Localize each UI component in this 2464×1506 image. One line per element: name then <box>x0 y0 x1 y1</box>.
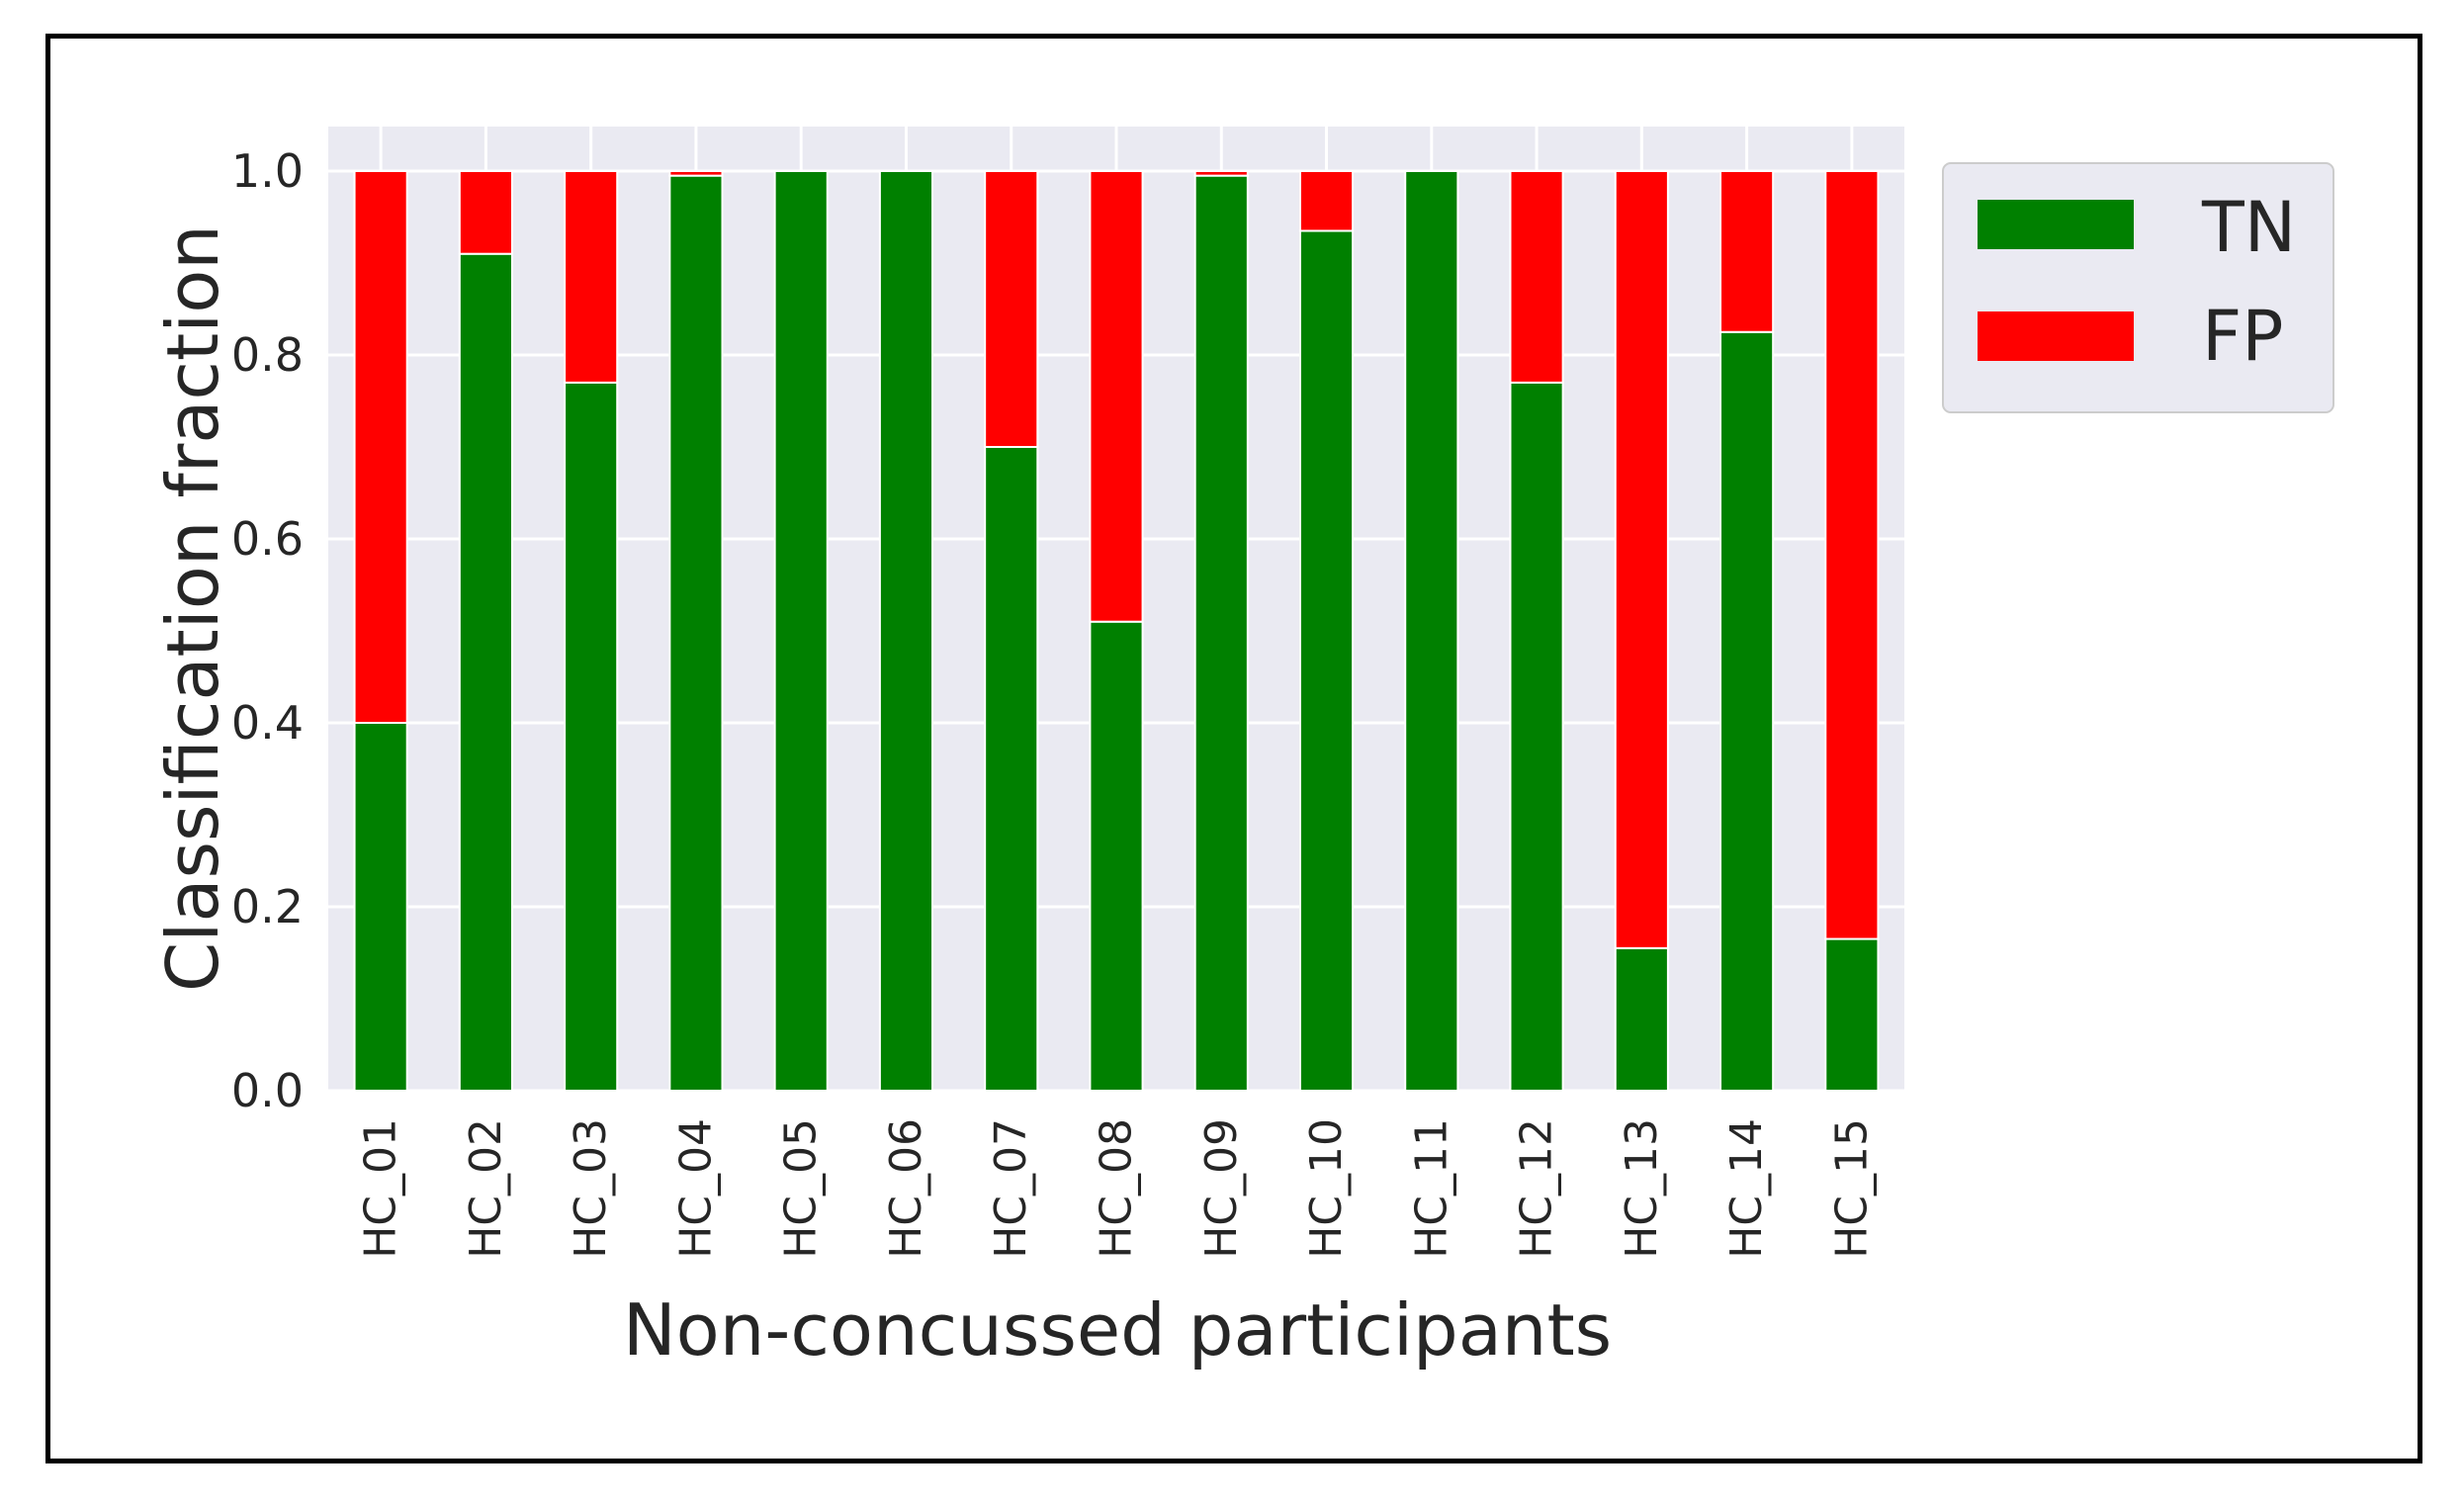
legend-swatch-fp <box>1978 311 2134 361</box>
bar-tn-hc-13 <box>1614 946 1669 1092</box>
legend-label-tn: TN <box>2201 187 2296 268</box>
y-tick-label: 0.8 <box>231 328 304 382</box>
bar-fp-hc-02 <box>458 170 513 255</box>
y-tick-label: 0.4 <box>231 696 304 750</box>
y-tick-label: 1.0 <box>231 144 304 198</box>
x-tick-label: HC_03 <box>566 1118 616 1259</box>
y-tick-labels: 0.0 0.2 0.4 0.6 0.8 1.0 <box>231 144 304 1117</box>
bar-fp-hc-09 <box>1193 170 1249 177</box>
bar-tn-hc-14 <box>1719 330 1775 1092</box>
x-tick-label: HC_07 <box>986 1118 1036 1259</box>
x-tick-label: HC_02 <box>461 1118 511 1259</box>
y-axis-label: Classification fraction <box>151 224 234 992</box>
x-tick-label: HC_08 <box>1092 1118 1142 1259</box>
x-tick-label: HC_09 <box>1196 1118 1247 1259</box>
bar-tn-hc-15 <box>1824 937 1880 1092</box>
bar-tn-hc-07 <box>984 446 1039 1092</box>
bar-fp-hc-04 <box>668 170 724 177</box>
x-tick-label: HC_11 <box>1406 1118 1456 1259</box>
bar-fp-hc-15 <box>1824 170 1880 940</box>
bars <box>353 170 1880 1092</box>
x-tick-labels: HC_01 HC_02 HC_03 HC_04 HC_05 HC_06 HC_07 HC_08… <box>356 1118 1878 1259</box>
y-tick-label: 0.2 <box>231 880 304 933</box>
bar-tn-hc-12 <box>1509 381 1564 1092</box>
bar-fp-hc-10 <box>1298 170 1355 232</box>
bar-fp-hc-13 <box>1614 170 1669 949</box>
y-tick-label: 0.0 <box>231 1064 304 1117</box>
x-tick-label: HC_10 <box>1301 1118 1352 1259</box>
x-tick-label: HC_04 <box>670 1118 721 1259</box>
bar-tn-hc-01 <box>353 722 408 1092</box>
bar-tn-hc-03 <box>564 381 619 1092</box>
x-tick-label: HC_13 <box>1617 1118 1667 1259</box>
bar-fp-hc-08 <box>1089 170 1144 623</box>
x-tick-label: HC_12 <box>1512 1118 1562 1259</box>
x-tick-label: HC_05 <box>776 1118 827 1259</box>
x-tick-label: HC_15 <box>1826 1118 1877 1259</box>
bar-fp-hc-12 <box>1509 170 1564 384</box>
x-tick-label: HC_01 <box>356 1118 406 1259</box>
bar-tn-hc-10 <box>1298 229 1355 1092</box>
bar-tn-hc-05 <box>773 170 829 1092</box>
bar-tn-hc-11 <box>1404 170 1459 1092</box>
bar-tn-hc-04 <box>668 174 724 1092</box>
bar-fp-hc-14 <box>1719 170 1775 333</box>
bar-tn-hc-08 <box>1089 620 1144 1092</box>
bar-fp-hc-01 <box>353 170 408 724</box>
legend-label-fp: FP <box>2202 296 2283 377</box>
bar-fp-hc-07 <box>984 170 1039 448</box>
x-tick-label: HC_14 <box>1721 1118 1772 1259</box>
legend-swatch-tn <box>1978 200 2134 249</box>
bar-fp-hc-03 <box>564 170 619 384</box>
legend: TN FP <box>1942 162 2334 413</box>
bar-tn-hc-06 <box>878 170 934 1092</box>
x-tick-label: HC_06 <box>881 1118 931 1259</box>
bar-tn-hc-02 <box>458 252 513 1092</box>
x-axis-label: Non-concussed participants <box>623 1288 1612 1372</box>
bar-tn-hc-09 <box>1193 174 1249 1092</box>
y-tick-label: 0.6 <box>231 512 304 566</box>
